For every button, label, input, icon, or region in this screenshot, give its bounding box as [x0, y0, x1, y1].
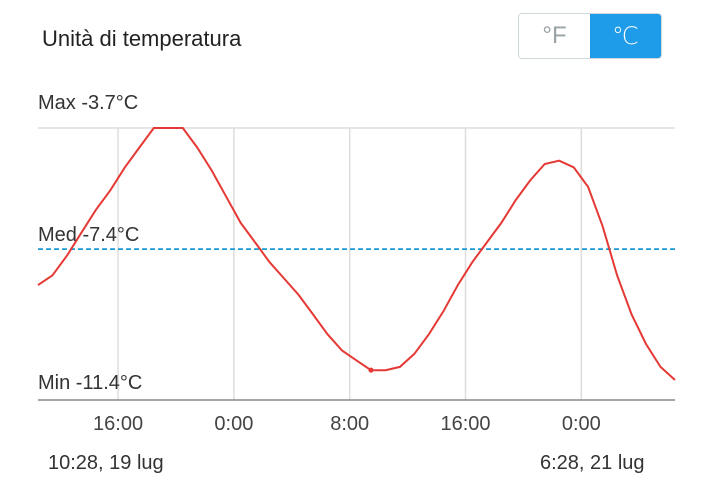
celsius-button[interactable]: ℃ — [590, 14, 661, 58]
x-tick-label: 16:00 — [440, 413, 490, 435]
range-start-label: 10:28, 19 lug — [48, 452, 164, 474]
x-tick-label: 0:00 — [562, 413, 601, 435]
x-axis-ticks: 16:00 0:00 8:00 16:00 0:00 — [93, 413, 601, 435]
min-point-marker — [368, 367, 374, 373]
temperature-series-line — [37, 127, 676, 381]
temperature-unit-toggle[interactable]: °F ℃ — [518, 13, 662, 59]
min-label: Min -11.4°C — [38, 372, 143, 394]
range-end-label: 6:28, 21 lug — [540, 452, 645, 474]
max-label: Max -3.7°C — [38, 92, 139, 114]
fahrenheit-button[interactable]: °F — [519, 14, 590, 58]
x-tick-label: 8:00 — [330, 413, 369, 435]
average-label: Med -7.4°C — [38, 224, 140, 246]
x-tick-label: 16:00 — [93, 413, 143, 435]
x-tick-label: 0:00 — [214, 413, 253, 435]
grid-lines — [117, 128, 583, 400]
page-title: Unità di temperatura — [42, 26, 242, 51]
